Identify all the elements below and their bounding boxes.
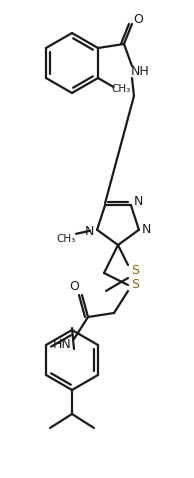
Text: N: N (142, 223, 152, 236)
Text: HN: HN (53, 337, 71, 350)
Text: O: O (133, 12, 143, 25)
Text: N: N (84, 225, 94, 239)
Text: CH₃: CH₃ (56, 234, 76, 244)
Text: N: N (134, 195, 144, 208)
Text: S: S (131, 264, 139, 278)
Text: CH₃: CH₃ (111, 84, 130, 94)
Text: S: S (131, 279, 139, 292)
Text: O: O (69, 281, 79, 293)
Text: NH: NH (131, 65, 149, 77)
